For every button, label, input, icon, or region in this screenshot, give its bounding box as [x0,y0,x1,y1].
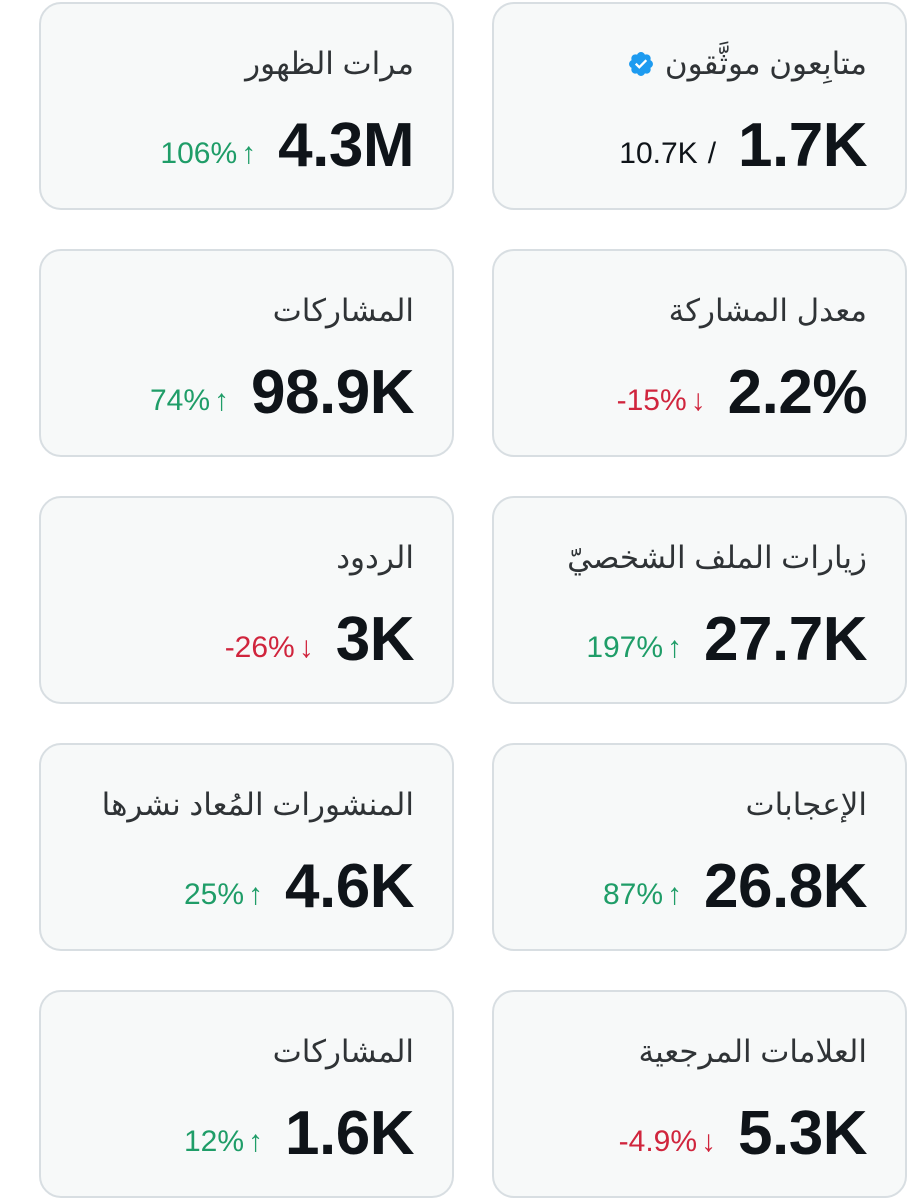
arrow-up-icon: ↑ [248,878,264,911]
card-title: مرات الظهور [245,40,414,88]
card-title-text: مرات الظهور [245,46,414,81]
change-value: 25% [183,878,245,911]
change-value: 197% [586,631,664,664]
change-indicator: 197% ↑ [586,628,682,668]
change-indicator: 87% ↑ [603,875,682,915]
arrow-up-icon: ↑ [241,137,257,170]
arrow-up-icon: ↑ [667,878,683,911]
card-title: المشاركات [273,287,414,335]
change-value: 87% [603,878,664,911]
card-title-text: المنشورات المُعاد نشرها [101,787,414,822]
change-value: -4.9% [618,1125,698,1158]
card-title-text: الإعجابات [745,787,867,822]
arrow-down-icon: ↓ [298,631,314,664]
change-indicator: 25% ↑ [184,875,263,915]
card-title-text: المشاركات [272,293,414,328]
value-line: 197% ↑ 27.7K [586,600,867,680]
arrow-up-icon: ↑ [248,1125,264,1158]
change-value: 74% [150,384,211,417]
card-title-text: المشاركات [272,1034,414,1069]
card-title: العلامات المرجعية [638,1028,867,1076]
value-line: 87% ↑ 26.8K [603,847,867,927]
likes-card[interactable]: الإعجابات 87% ↑ 26.8K [492,743,907,951]
change-indicator: 106% ↑ [160,134,256,174]
card-value: 1.6K [285,1099,414,1168]
change-value: -15% [616,384,687,417]
card-title-text: العلامات المرجعية [638,1034,867,1069]
card-value: 3K [335,605,415,674]
card-title-text: متابِعون موثَّقون [664,46,867,81]
value-line: 10.7K / 1.7K [619,106,867,186]
impressions-card[interactable]: مرات الظهور 106% ↑ 4.3M [39,2,454,210]
value-line: -4.9% ↓ 5.3K [619,1094,868,1174]
shares-card[interactable]: المشاركات 12% ↑ 1.6K [39,990,454,1198]
change-indicator: -4.9% ↓ [619,1122,716,1162]
bookmarks-card[interactable]: العلامات المرجعية -4.9% ↓ 5.3K [492,990,907,1198]
value-line: -15% ↓ 2.2% [617,353,868,433]
change-value: 12% [183,1125,245,1158]
card-title: المنشورات المُعاد نشرها [102,781,414,829]
card-title-text: الردود [336,540,414,575]
value-line: 25% ↑ 4.6K [184,847,415,927]
replies-card[interactable]: الردود -26% ↓ 3K [39,496,454,704]
card-value: 5.3K [738,1099,867,1168]
verified-followers-card[interactable]: متابِعون موثَّقون 10.7K / 1.7K [492,2,907,210]
change-indicator: 74% ↑ [150,381,229,421]
card-title: الإعجابات [745,781,867,829]
profile-visits-card[interactable]: زيارات الملف الشخصيّ 197% ↑ 27.7K [492,496,907,704]
total-followers-value: 10.7K [619,137,698,170]
value-line: 12% ↑ 1.6K [184,1094,415,1174]
reposts-card[interactable]: المنشورات المُعاد نشرها 25% ↑ 4.6K [39,743,454,951]
card-title: المشاركات [273,1028,414,1076]
total-followers: 10.7K / [619,134,716,174]
card-value: 4.6K [285,852,414,921]
change-indicator: -26% ↓ [225,628,314,668]
arrow-down-icon: ↓ [690,384,706,417]
card-title: زيارات الملف الشخصيّ [567,534,867,582]
card-title: متابِعون موثَّقون [627,40,867,88]
card-title-text: معدل المشاركة [668,293,867,328]
arrow-down-icon: ↓ [701,1125,717,1158]
value-line: 74% ↑ 98.9K [150,353,414,433]
verified-badge-icon [628,52,653,76]
change-value: 106% [160,137,238,170]
engagements-card[interactable]: المشاركات 74% ↑ 98.9K [39,249,454,457]
card-value: 98.9K [251,358,414,427]
card-value: 27.7K [704,605,867,674]
change-indicator: -15% ↓ [617,381,706,421]
value-line: 106% ↑ 4.3M [160,106,414,186]
card-title-text: زيارات الملف الشخصيّ [567,540,867,575]
card-title: الردود [336,534,414,582]
card-title: معدل المشاركة [669,287,867,335]
card-value: 26.8K [704,852,867,921]
arrow-up-icon: ↑ [667,631,683,664]
card-value: 2.2% [727,358,868,427]
arrow-up-icon: ↑ [214,384,230,417]
change-indicator: 12% ↑ [184,1122,263,1162]
card-value: 1.7K [738,111,867,180]
engagement-rate-card[interactable]: معدل المشاركة -15% ↓ 2.2% [492,249,907,457]
separator: / [707,137,717,170]
card-value: 4.3M [278,111,414,180]
change-value: -26% [224,631,295,664]
value-line: -26% ↓ 3K [225,600,415,680]
